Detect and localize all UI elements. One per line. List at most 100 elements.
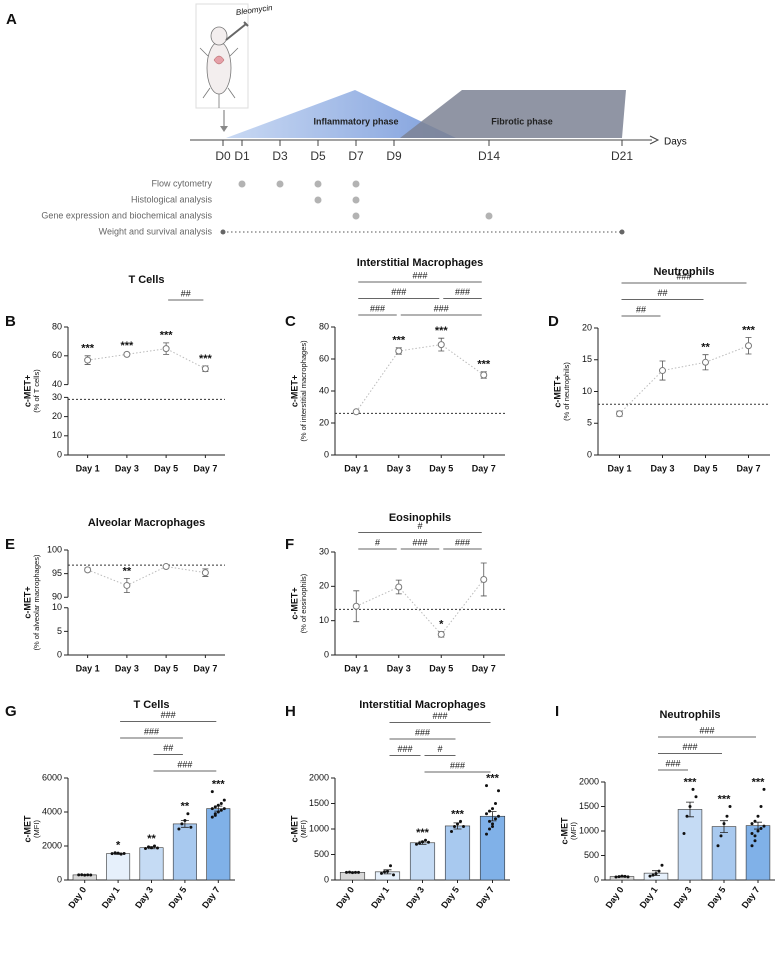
significance: **	[147, 833, 156, 845]
fibrotic-phase	[400, 90, 626, 138]
y-tick-label: 40	[52, 379, 62, 389]
y-tick-label: 100	[47, 544, 62, 554]
panel-letter: D	[548, 313, 559, 330]
data-point	[147, 845, 150, 849]
day-label: D7	[348, 149, 364, 163]
data-point	[728, 805, 732, 808]
comparison-label: ###	[391, 287, 406, 297]
assay-label: Weight and survival analysis	[99, 226, 213, 236]
data-point	[491, 822, 494, 826]
data-point	[485, 812, 488, 816]
data-point	[488, 827, 491, 831]
comparison-label: #	[417, 521, 422, 531]
bar	[106, 853, 131, 881]
significance: ***	[477, 359, 491, 371]
x-tick-label: Day 7	[472, 463, 496, 473]
y-tick-label: 20	[582, 322, 592, 332]
assay-label: Gene expression and biochemical analysis	[41, 210, 212, 220]
chart-title: T Cells	[133, 699, 169, 711]
x-tick-label: Day 1	[76, 663, 100, 673]
point	[480, 371, 488, 379]
arrow-head	[220, 126, 228, 132]
comparison-label: ###	[455, 287, 470, 297]
mouse-head	[210, 26, 228, 46]
x-tick-label: Day 3	[115, 663, 139, 673]
comparison-label: ###	[144, 726, 159, 736]
data-point	[654, 872, 658, 876]
y-tick-label: 0	[587, 449, 592, 459]
y-tick-label: 500	[314, 849, 329, 859]
data-point	[722, 822, 726, 826]
data-point	[210, 807, 214, 811]
data-point	[716, 844, 720, 848]
data-point	[415, 842, 418, 846]
x-tick-label: Day 1	[638, 885, 660, 910]
data-point	[688, 805, 692, 808]
x-tick-label: Day 7	[193, 663, 217, 673]
day-label: D3	[272, 149, 288, 163]
significance: ***	[199, 353, 213, 365]
data-point	[345, 870, 348, 874]
assay-dot	[276, 180, 284, 188]
x-tick-label: Day 3	[404, 885, 426, 910]
y-tick-label: 1000	[309, 823, 329, 833]
data-point	[753, 819, 757, 823]
comparison-label: ###	[434, 303, 449, 313]
comparison-label: ###	[370, 303, 385, 313]
y-axis-sublabel: (MFI)	[569, 822, 578, 840]
x-tick-label: Day 3	[133, 885, 155, 910]
comparison-label: ###	[450, 760, 465, 770]
significance: ***	[212, 779, 226, 791]
data-point	[186, 812, 190, 816]
data-point	[222, 798, 226, 802]
y-tick-label: 30	[52, 392, 62, 402]
y-tick-label: 0	[57, 449, 62, 459]
y-axis-label: c-MET+	[289, 587, 299, 619]
y-axis-sublabel: (% of T cells)	[32, 369, 41, 413]
y-tick-label: 0	[324, 649, 329, 659]
x-tick-label: Day 0	[604, 885, 626, 910]
data-point	[80, 873, 84, 877]
x-tick-label: Day 7	[740, 885, 762, 910]
point	[395, 583, 403, 591]
point	[437, 630, 445, 638]
y-axis-label: c-MET	[559, 817, 569, 845]
x-tick-label: Day 3	[672, 885, 694, 910]
syringe	[225, 21, 249, 41]
data-point	[626, 875, 630, 879]
panel-letter: E	[5, 536, 15, 553]
data-point	[685, 814, 689, 818]
data-point	[494, 802, 497, 805]
y-tick-label: 1500	[309, 798, 329, 808]
y-tick-label: 20	[319, 417, 329, 427]
y-tick-label: 20	[52, 411, 62, 421]
y-tick-label: 80	[319, 321, 329, 331]
x-tick-label: Day 1	[607, 463, 631, 473]
comparison-label: ##	[636, 304, 646, 314]
comparison-label: ###	[415, 727, 430, 737]
x-tick-label: Day 1	[76, 463, 100, 473]
data-point	[222, 807, 226, 811]
assay-dot	[314, 196, 322, 204]
panel-letter: F	[285, 536, 294, 553]
y-tick-label: 20	[319, 581, 329, 591]
data-point	[348, 870, 351, 874]
mouse-illustration	[195, 3, 249, 132]
comparison-label: ###	[161, 710, 176, 720]
connector	[87, 348, 206, 370]
y-axis-label: c-MET	[22, 815, 32, 843]
comparison-label: #	[437, 744, 442, 754]
x-tick-label: Day 0	[66, 885, 88, 910]
point	[395, 347, 403, 355]
significance: **	[181, 801, 190, 813]
y-axis-label: c-MET+	[22, 375, 32, 407]
point	[437, 341, 445, 349]
point	[352, 602, 360, 610]
bar	[745, 825, 771, 881]
data-point	[450, 830, 453, 834]
mouse-limbs	[199, 47, 239, 108]
data-point	[150, 846, 153, 850]
data-point	[657, 869, 661, 873]
point	[201, 569, 209, 577]
x-tick-label: Day 5	[439, 885, 461, 910]
